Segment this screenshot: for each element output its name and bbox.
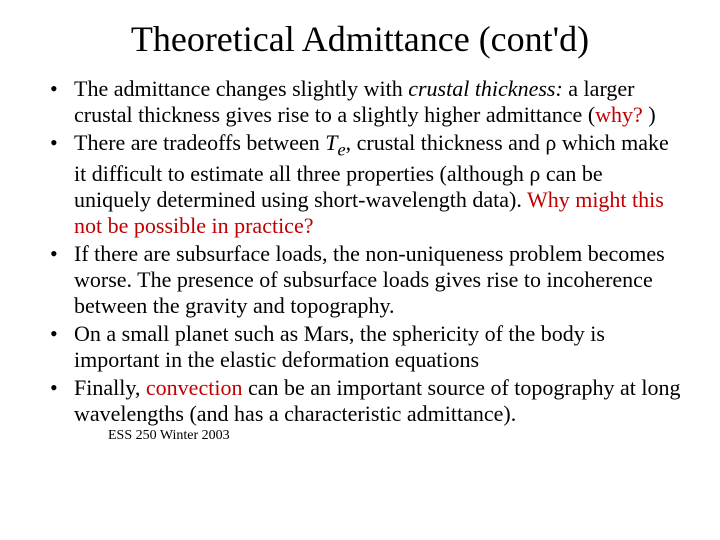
text: )	[643, 102, 656, 127]
text-italic: T	[325, 130, 337, 155]
text: On a small planet such as Mars, the sphe…	[74, 321, 605, 372]
text-highlight: convection	[146, 375, 243, 400]
text: If there are subsurface loads, the non-u…	[74, 241, 665, 318]
text: The admittance changes slightly with	[74, 76, 408, 101]
bullet-5: Finally, convection can be an important …	[64, 375, 684, 427]
text-subscript: e	[337, 139, 345, 159]
text: There are tradeoffs between	[74, 130, 325, 155]
bullet-list: The admittance changes slightly with cru…	[36, 76, 684, 426]
bullet-1: The admittance changes slightly with cru…	[64, 76, 684, 128]
bullet-3: If there are subsurface loads, the non-u…	[64, 241, 684, 319]
bullet-4: On a small planet such as Mars, the sphe…	[64, 321, 684, 373]
bullet-2: There are tradeoffs between Te, crustal …	[64, 130, 684, 239]
text: Finally,	[74, 375, 146, 400]
slide-container: Theoretical Admittance (cont'd) The admi…	[0, 0, 720, 444]
footer-text: ESS 250 Winter 2003	[36, 428, 684, 444]
text-italic: crustal thickness:	[408, 76, 563, 101]
text-highlight: why?	[595, 102, 643, 127]
slide-title: Theoretical Admittance (cont'd)	[36, 18, 684, 60]
